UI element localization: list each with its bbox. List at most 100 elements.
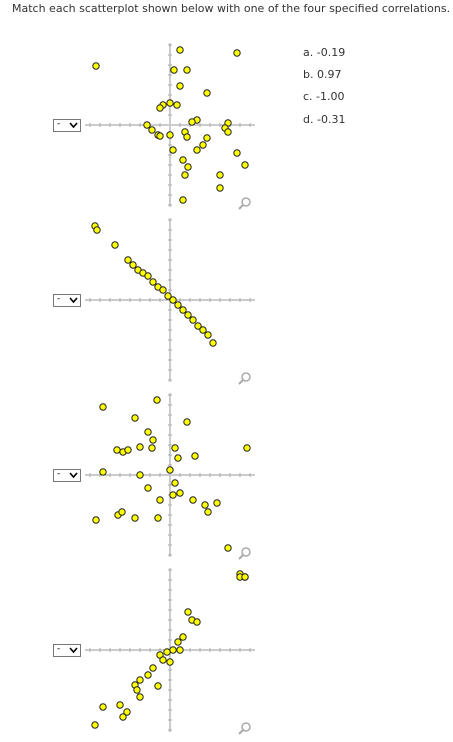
point	[179, 156, 187, 164]
point	[183, 133, 191, 141]
point	[179, 306, 187, 314]
point	[176, 82, 184, 90]
point	[194, 322, 202, 330]
point	[189, 316, 197, 324]
point	[199, 141, 207, 149]
point	[179, 196, 187, 204]
point	[184, 608, 192, 616]
select-value: -	[57, 294, 61, 304]
point	[184, 163, 192, 171]
select[interactable]: -	[53, 644, 81, 657]
instruction: Match each scatterplot shown below with …	[12, 2, 451, 15]
point	[92, 516, 100, 524]
point	[166, 466, 174, 474]
point	[154, 682, 162, 690]
zoom-icon	[238, 554, 244, 560]
point	[174, 301, 182, 309]
point	[93, 226, 101, 234]
point	[173, 101, 181, 109]
zoom-icon	[241, 722, 251, 732]
point	[233, 49, 241, 57]
point	[233, 149, 241, 157]
point	[209, 339, 217, 347]
point	[154, 514, 162, 522]
chevron	[69, 297, 78, 304]
point	[204, 331, 212, 339]
select-value: -	[57, 119, 61, 129]
point	[129, 261, 137, 269]
point	[159, 286, 167, 294]
point	[92, 62, 100, 70]
point	[144, 671, 152, 679]
point	[99, 703, 107, 711]
point	[159, 656, 167, 664]
point	[113, 446, 121, 454]
point	[156, 104, 164, 112]
point	[99, 403, 107, 411]
option: b. 0.97	[303, 68, 342, 81]
zoom-icon	[238, 379, 244, 385]
point	[148, 444, 156, 452]
zoom-icon	[241, 372, 251, 382]
point	[163, 648, 171, 656]
point	[204, 508, 212, 516]
point	[181, 171, 189, 179]
point	[193, 618, 201, 626]
zoom-icon	[238, 204, 244, 210]
point	[183, 66, 191, 74]
point	[179, 633, 187, 641]
point	[184, 311, 192, 319]
point	[136, 676, 144, 684]
point	[201, 501, 209, 509]
point	[203, 134, 211, 142]
point	[241, 161, 249, 169]
point	[174, 454, 182, 462]
point	[133, 686, 141, 694]
zoom-icon	[241, 547, 251, 557]
point	[123, 708, 131, 716]
select[interactable]: -	[53, 119, 81, 132]
option: a. -0.19	[303, 46, 346, 59]
point	[189, 496, 197, 504]
zoom-icon	[238, 729, 244, 735]
point	[243, 444, 251, 452]
point	[124, 256, 132, 264]
point	[169, 646, 177, 654]
point	[111, 241, 119, 249]
point	[171, 444, 179, 452]
point	[131, 414, 139, 422]
point	[188, 118, 196, 126]
point	[136, 471, 144, 479]
point	[149, 278, 157, 286]
point	[176, 489, 184, 497]
point	[124, 446, 132, 454]
point	[143, 121, 151, 129]
point	[174, 638, 182, 646]
point	[191, 452, 199, 460]
point	[203, 89, 211, 97]
option: d. -0.31	[303, 113, 346, 126]
point	[199, 326, 207, 334]
point	[131, 514, 139, 522]
point	[216, 171, 224, 179]
select[interactable]: -	[53, 469, 81, 482]
point	[149, 436, 157, 444]
option: c. -1.00	[303, 90, 345, 103]
point	[170, 66, 178, 74]
point	[136, 443, 144, 451]
point	[149, 664, 157, 672]
point	[224, 544, 232, 552]
point	[99, 468, 107, 476]
point	[144, 484, 152, 492]
point	[183, 418, 191, 426]
point	[148, 126, 156, 134]
point	[119, 713, 127, 721]
select[interactable]: -	[53, 294, 81, 307]
point	[153, 396, 161, 404]
point	[176, 46, 184, 54]
point	[176, 646, 184, 654]
point	[91, 721, 99, 729]
point	[213, 499, 221, 507]
